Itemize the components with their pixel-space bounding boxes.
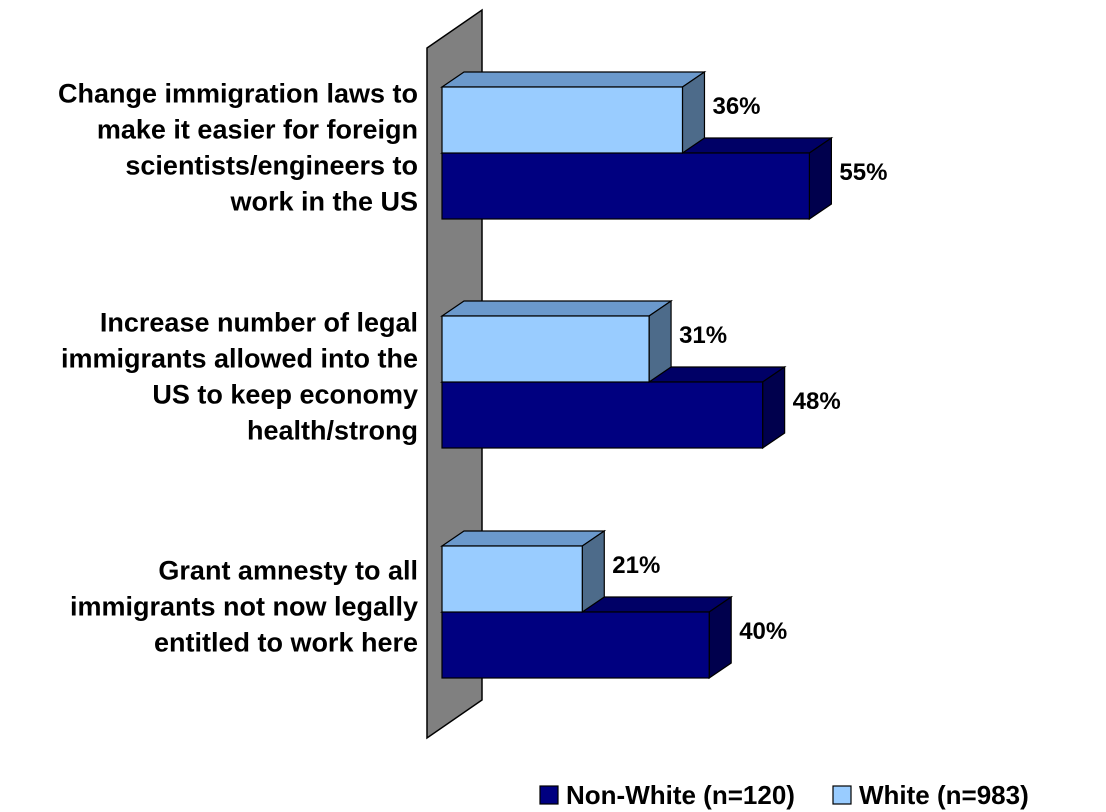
bar-white-0 [440,70,707,155]
category-labels: Change immigration laws to make it easier… [58,79,418,658]
data-label-white-0: 36% [712,93,760,120]
legend-label: White (n=983) [859,780,1029,810]
bar-front-face [441,545,583,613]
data-label-non-white-1: 48% [793,388,841,415]
data-label-non-white-0: 55% [839,159,887,186]
legend-swatch [832,785,852,805]
category-label-0-line-0: Change immigration laws to [58,79,418,109]
category-label-2-line-1: immigrants not now legally [70,592,418,622]
bar-side-face [762,365,786,450]
category-label-0-line-3: work in the US [229,187,418,217]
category-label-1-line-2: US to keep economy [152,380,418,410]
bar-side-face [681,70,706,155]
bar-front-face [441,152,810,220]
bar-top-face [440,71,707,88]
bar-white-1 [440,299,674,384]
bar-side-face [708,595,732,680]
category-label-1-line-0: Increase number of legal [100,308,418,338]
bars-group: 55% 36% 48% 31% 40% 21% [440,70,887,680]
legend-swatch [539,785,559,805]
bar-front-face [441,611,710,679]
data-label-white-2: 21% [612,552,660,579]
bar-side-face [648,299,672,384]
bar-top-face [440,530,607,547]
bar-front-face [441,381,764,449]
category-label-1-line-1: immigrants allowed into the [61,344,418,374]
data-label-non-white-2: 40% [739,618,787,645]
category-label-2-line-0: Grant amnesty to all [158,556,418,586]
legend: Non-White (n=120) White (n=983) [539,780,1029,810]
data-label-white-1: 31% [679,322,727,349]
category-label-0-line-2: scientists/engineers to [125,151,418,181]
bar-white-2 [440,529,607,614]
bar-side-face [808,136,833,221]
bar-side-face [581,529,605,614]
category-label-1-line-3: health/strong [247,416,418,446]
legend-item-non-white: Non-White (n=120) [539,780,795,810]
category-label-0-line-1: make it easier for foreign [97,115,418,145]
bar-front-face [441,86,684,154]
legend-label: Non-White (n=120) [566,780,795,810]
legend-item-white: White (n=983) [832,780,1029,810]
bar-top-face [440,300,674,317]
bar-front-face [441,315,650,383]
category-label-2-line-2: entitled to work here [154,628,418,658]
